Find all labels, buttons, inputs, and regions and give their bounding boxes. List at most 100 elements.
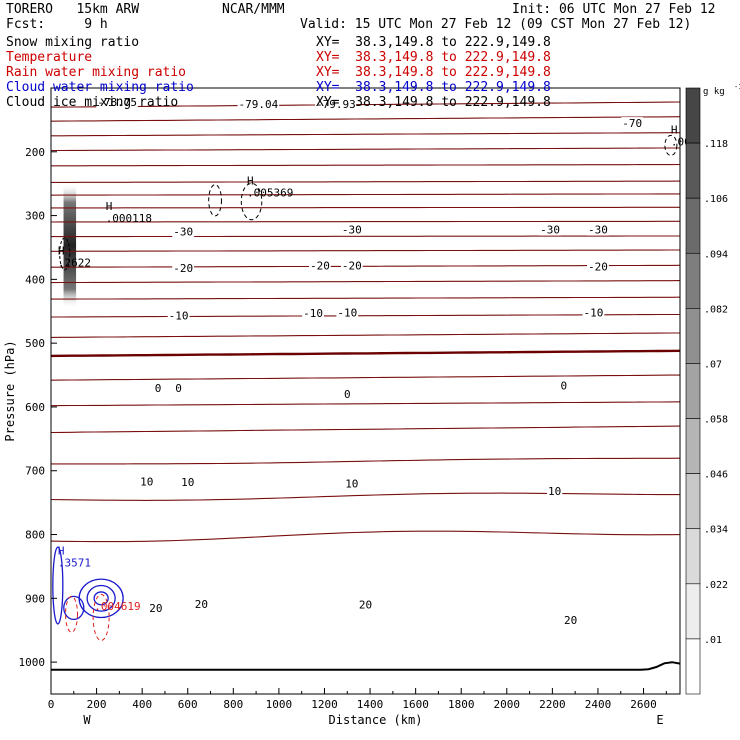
isotherm--15: [51, 296, 681, 300]
rain-contour: [92, 593, 110, 641]
contour-label: 10: [345, 477, 358, 490]
isotherm-20: [51, 457, 681, 465]
max-marker-symbol: H: [671, 123, 678, 136]
max-marker-symbol: H: [58, 245, 65, 258]
contour-label: -20: [310, 259, 330, 272]
hydrometeor-layer: [52, 134, 678, 641]
isotherm-15: [50, 425, 681, 434]
legend-label-snow: Snow mixing ratio: [6, 35, 140, 50]
colorbar-cell: [685, 197, 701, 254]
isotherm--30: [51, 249, 680, 252]
isotherm--10: [51, 313, 680, 318]
colorbar-tick-label: .082: [704, 304, 728, 315]
isotherm-layer: [50, 101, 681, 543]
contour-label-bg: [342, 388, 352, 401]
contour-label-bg: [539, 223, 561, 236]
isotherm--80: [51, 101, 681, 108]
contour-label: -30: [173, 226, 193, 239]
contour-label: 20: [359, 599, 372, 612]
isotherm--35: [51, 235, 680, 238]
contour-label-bg: [315, 97, 357, 110]
contour-label: -79.04: [239, 98, 279, 111]
cloud-water-contour: [93, 591, 109, 606]
colorbar-tick-label: .094: [704, 249, 728, 260]
colorbar-unit-label: g kg: [703, 87, 725, 97]
isotherm--5: [50, 332, 680, 338]
legend-label-rain: Rain water mixing ratio: [6, 65, 187, 80]
contour-label: -30: [342, 224, 362, 237]
contour-label: 0: [155, 382, 162, 395]
isotherm--65: [51, 147, 680, 152]
cloud-water-contour: [52, 546, 64, 625]
x-tick-label: 2600: [630, 698, 657, 711]
colorbar-cell: [685, 142, 701, 199]
plot-frame: [50, 87, 681, 695]
contour-label: -10: [583, 307, 603, 320]
contour-label-bg: [148, 601, 164, 614]
forecast-hour: Fcst: 9 h: [6, 17, 108, 32]
y-axis-title: Pressure (hPa): [3, 340, 17, 441]
isotherm--70: [51, 132, 680, 137]
contour-label: 10: [548, 485, 561, 498]
max-marker-value: .000118: [106, 212, 152, 225]
y-tick-label: 900: [25, 592, 45, 605]
colorbar-cell: [685, 418, 701, 474]
colorbar-cell: [685, 583, 701, 640]
contour-label-bg: [582, 306, 605, 319]
isotherm--75: [50, 116, 681, 122]
colorbar-tick-label: .022: [704, 580, 728, 591]
x-tick-label: 200: [87, 698, 107, 711]
contour-label: -30: [540, 224, 560, 237]
cloud-ice-contour: [664, 134, 678, 156]
contour-label-bg: [167, 309, 190, 322]
colorbar-cell: [685, 252, 701, 309]
axes-layer: 0 200 400 600 800 1000 1200 1400 1600 1800 2000 220…: [3, 87, 681, 727]
max-marker-value: .3571: [58, 556, 91, 569]
colorbar-tick-label: .058: [704, 415, 728, 426]
contour-label-bg: [559, 379, 569, 392]
legend-label-temperature: Temperature: [6, 50, 93, 65]
colorbar-tick-label: .01: [704, 635, 722, 646]
max-marker-value: .2622: [58, 257, 91, 270]
legend-xy-temperature: XY= 38.3,149.8 to 222.9,149.8: [316, 50, 551, 65]
colorbar-tick-label: .07: [704, 359, 722, 370]
contour-label-bg: [587, 223, 609, 236]
rain-contour: [65, 595, 79, 633]
x-tick-label: 0: [48, 698, 55, 711]
cloud-ice-contour: [240, 182, 263, 221]
colorbar-tick-label: .106: [704, 194, 728, 205]
contour-label-bg: [172, 225, 195, 238]
isotherm--40: [50, 220, 680, 223]
contour-label-bg: [309, 259, 331, 272]
contour-label: -20: [173, 262, 193, 275]
colorbar-tick-label: .046: [704, 470, 728, 481]
cloud-ice-contour: [59, 237, 71, 271]
x-tick-label: 1400: [357, 698, 384, 711]
contour-label: -78.75: [97, 96, 137, 109]
legend-xy-snow: XY= 38.3,149.8 to 222.9,149.8: [316, 35, 551, 50]
x-tick-label: 800: [223, 698, 243, 711]
isotherm-10: [50, 401, 681, 407]
x-tick-label: 400: [132, 698, 152, 711]
contour-label-bg: [172, 261, 195, 274]
cloud-water-contour: [86, 584, 116, 612]
contour-label: -30: [588, 224, 608, 237]
contour-label-bg: [547, 485, 563, 498]
legend-xy-cloud-water: XY= 38.3,149.8 to 222.9,149.8: [316, 80, 551, 95]
colorbar-unit-exponent: -1: [734, 83, 740, 91]
contour-label: 10: [140, 476, 153, 489]
contour-label-bg: [193, 598, 210, 611]
contour-label-bg: [587, 260, 609, 273]
contour-label: -10: [337, 307, 357, 320]
legend-xy-rain: XY= 38.3,149.8 to 222.9,149.8: [316, 65, 551, 80]
contour-label: 10: [181, 476, 194, 489]
x-tick-label: 1000: [266, 698, 293, 711]
contour-label: -20: [342, 259, 362, 272]
contour-label: -10: [169, 310, 189, 323]
contour-label-bg: [180, 476, 196, 489]
isotherm--45: [51, 206, 680, 209]
contour-label: -79.93: [316, 98, 356, 111]
y-tick-label: 400: [25, 273, 45, 286]
colorbar-tick-label: .034: [704, 525, 728, 536]
max-marker-symbol: H: [106, 200, 113, 213]
